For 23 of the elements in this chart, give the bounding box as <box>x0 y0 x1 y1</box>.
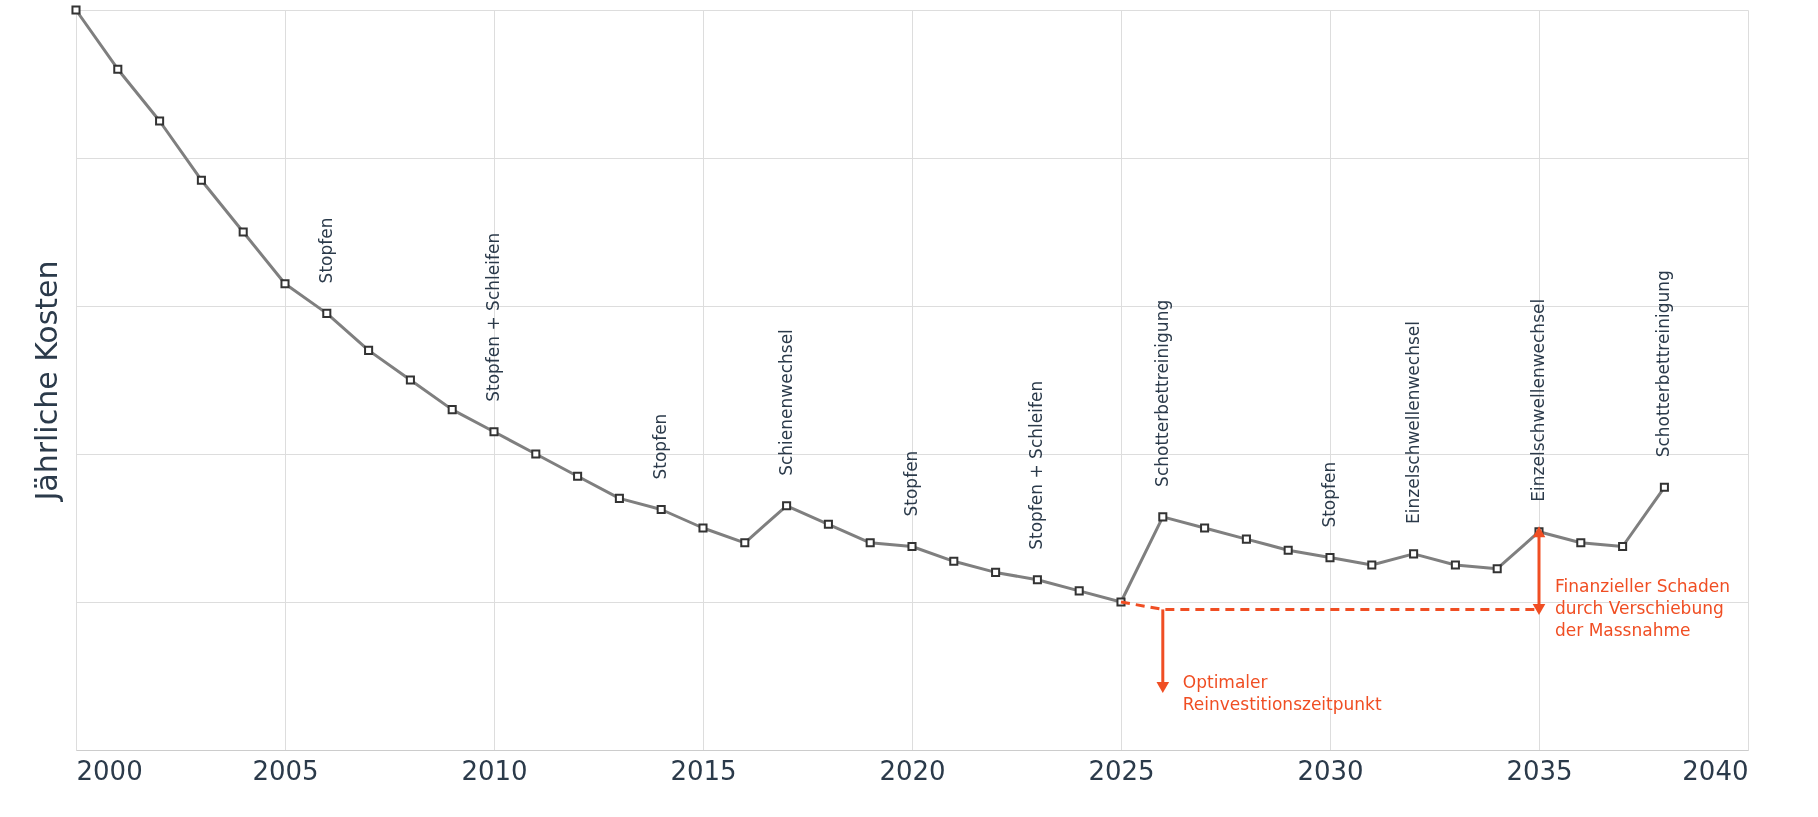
annotation: Stopfen <box>650 413 671 480</box>
annotation: Schotterbettreinigung <box>1151 299 1172 487</box>
x-tick-label: 2030 <box>1297 755 1364 786</box>
annotation: Stopfen + Schleifen <box>483 232 503 402</box>
annotation: Stopfen <box>901 450 921 517</box>
x-tick-label: 2005 <box>252 755 319 786</box>
x-tick-label: 2040 <box>1682 755 1749 786</box>
annotation: Optimaler Reinvestitionszeitpunkt <box>1182 672 1382 715</box>
annotation: Schotterbettreinigung <box>1653 270 1674 458</box>
x-tick-label: 2035 <box>1506 755 1573 786</box>
x-tick-label: 2000 <box>76 755 143 786</box>
x-tick-label: 2015 <box>670 755 737 786</box>
x-tick-label: 2020 <box>879 755 946 786</box>
y-axis-title: Jährliche Kosten <box>28 260 64 503</box>
x-tick-label: 2010 <box>461 755 528 786</box>
annotation: Stopfen + Schleifen <box>1026 380 1047 550</box>
annotation: Stopfen <box>1319 461 1339 528</box>
annotation: Finanzieller Schaden durch Verschiebung der Massnahme <box>1555 576 1730 641</box>
x-tick-label: 2025 <box>1088 755 1155 786</box>
annotation: Stopfen <box>315 217 336 284</box>
annotation: Einzelschwellenwechsel <box>1528 298 1548 502</box>
annotation: Einzelschwellenwechsel <box>1402 321 1423 524</box>
annotation: Schienenwechsel <box>775 329 796 476</box>
